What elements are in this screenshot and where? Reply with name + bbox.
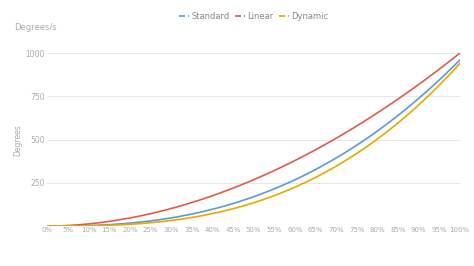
Text: Degrees/s: Degrees/s	[14, 23, 57, 32]
Legend: Standard, Linear, Dynamic: Standard, Linear, Dynamic	[176, 9, 331, 25]
Y-axis label: Degrees: Degrees	[13, 124, 22, 156]
